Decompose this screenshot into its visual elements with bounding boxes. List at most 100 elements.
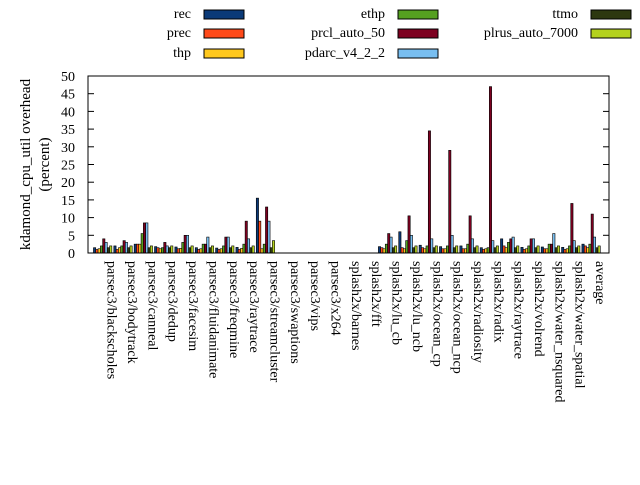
bar-prcl_auto_50-splash2x-raytrace xyxy=(509,238,513,254)
bar-rec-parsec3-streamcluster xyxy=(255,197,259,254)
bar-thp-parsec3-streamcluster xyxy=(260,248,264,254)
y-tick-label: 20 xyxy=(61,176,75,191)
bar-ttmo-splash2x-water-spatial xyxy=(575,247,578,254)
bar-prec-parsec3-raytrace xyxy=(237,249,241,254)
x-tick-label: parsec3/vips xyxy=(307,261,322,331)
bar-prcl_auto_50-splash2x-water-spatial xyxy=(570,203,574,254)
bar-plrus_auto_7000-splash2x-volrend xyxy=(536,245,540,254)
x-tick-label: splash2x/ocean_ncp xyxy=(450,261,465,374)
y-axis-ticks xyxy=(88,75,609,254)
bar-ethp-parsec3-blackscholes xyxy=(100,245,103,254)
x-tick-label: parsec3/facesim xyxy=(185,261,200,351)
x-tick-label: splash2x/fft xyxy=(368,261,383,327)
bar-pdarc_v4_2_2-splash2x-ocean-cp xyxy=(430,238,434,254)
legend-swatch-pdarc_v4_2_2 xyxy=(397,48,439,59)
bar-plrus_auto_7000-splash2x-radix xyxy=(495,245,499,254)
bar-rec-splash2x-raytrace xyxy=(500,238,504,254)
bar-ethp-splash2x-radiosity xyxy=(466,243,470,254)
bar-prcl_auto_50-parsec3-dedup xyxy=(163,242,167,254)
y-tick-label: 45 xyxy=(61,88,75,103)
bar-ttmo-parsec3-bodytrack xyxy=(127,247,131,254)
x-tick-label: splash2x/volrend xyxy=(531,261,546,357)
bar-pdarc_v4_2_2-parsec3-raytrace xyxy=(247,238,251,254)
bar-prcl_auto_50-parsec3-facesim xyxy=(183,235,187,254)
bar-rec-splash2x-water-spatial xyxy=(561,247,565,254)
x-tick-label: splash2x/lu_cb xyxy=(389,261,404,345)
bar-prcl_auto_50-parsec3-canneal xyxy=(143,222,146,254)
bar-thp-parsec3-blackscholes xyxy=(97,248,101,254)
y-tick-label: 35 xyxy=(61,123,75,138)
bar-pdarc_v4_2_2-splash2x-raytrace xyxy=(511,236,515,254)
bar-ttmo-splash2x-lu-cb xyxy=(391,247,395,254)
bar-ethp-splash2x-ocean-ncp xyxy=(446,245,449,254)
bar-rec-splash2x-water-nsquared xyxy=(540,246,544,254)
y-tick-label: 5 xyxy=(68,229,75,244)
bar-pdarc_v4_2_2-parsec3-fluidanimate xyxy=(206,236,210,254)
legend-swatch-ethp xyxy=(397,9,439,20)
legend-label-prec: prec xyxy=(167,26,191,41)
bar-thp-splash2x-water-spatial xyxy=(565,248,569,254)
bar-ttmo-parsec3-freqmine xyxy=(229,247,232,254)
bar-pdarc_v4_2_2-parsec3-canneal xyxy=(145,222,149,254)
bar-prec-splash2x-lu-cb xyxy=(380,247,384,254)
bar-thp-average xyxy=(586,247,590,254)
bar-ttmo-splash2x-volrend xyxy=(534,247,538,254)
bar-plrus_auto_7000-average xyxy=(597,245,601,254)
bar-ttmo-splash2x-radiosity xyxy=(473,247,477,254)
bar-prcl_auto_50-splash2x-radix xyxy=(489,86,492,254)
x-tick-label: parsec3/streamcluster xyxy=(266,261,281,383)
bar-prec-parsec3-canneal xyxy=(136,243,140,254)
legend-swatch-thp xyxy=(203,48,245,59)
bar-ttmo-parsec3-raytrace xyxy=(249,247,253,254)
y-tick-label: 40 xyxy=(61,105,75,120)
bar-prec-parsec3-freqmine xyxy=(217,249,221,254)
bar-plrus_auto_7000-parsec3-blackscholes xyxy=(109,245,113,254)
bar-ethp-splash2x-lu-cb xyxy=(384,243,388,254)
bar-ethp-splash2x-raytrace xyxy=(507,242,510,254)
bar-prcl_auto_50-splash2x-water-nsquared xyxy=(550,243,553,254)
legend-swatch-prcl_auto_50 xyxy=(397,28,439,39)
legend-label-pdarc_v4_2_2: pdarc_v4_2_2 xyxy=(305,46,385,61)
bar-ethp-splash2x-water-nsquared xyxy=(547,243,551,254)
bar-ethp-parsec3-canneal xyxy=(140,233,144,254)
bar-prcl_auto_50-splash2x-lu-cb xyxy=(387,233,391,254)
bar-rec-parsec3-facesim xyxy=(174,246,178,254)
bar-ttmo-splash2x-lu-ncb xyxy=(412,247,416,254)
bar-plrus_auto_7000-splash2x-ocean-ncp xyxy=(455,245,459,254)
x-tick-label: splash2x/water_spatial xyxy=(572,261,587,389)
bar-pdarc_v4_2_2-splash2x-lu-ncb xyxy=(409,235,413,254)
legend-label-ttmo: ttmo xyxy=(552,7,578,22)
bar-thp-splash2x-water-nsquared xyxy=(545,248,549,254)
x-tick-label: splash2x/raytrace xyxy=(511,261,526,359)
bar-rec-parsec3-fluidanimate xyxy=(194,247,198,254)
bar-plrus_auto_7000-splash2x-raytrace xyxy=(516,245,520,254)
bar-ttmo-splash2x-ocean-cp xyxy=(432,247,436,254)
legend-swatch-ttmo xyxy=(590,9,632,20)
bar-plrus_auto_7000-parsec3-dedup xyxy=(170,245,174,254)
bar-prcl_auto_50-average xyxy=(590,213,594,254)
bar-thp-parsec3-facesim xyxy=(179,248,183,254)
y-tick-label: 25 xyxy=(61,159,75,174)
x-tick-label: parsec3/canneal xyxy=(144,261,159,350)
bar-plrus_auto_7000-splash2x-ocean-cp xyxy=(434,245,438,254)
bar-plrus_auto_7000-splash2x-water-spatial xyxy=(577,245,581,254)
bar-ttmo-parsec3-blackscholes xyxy=(106,247,110,254)
bar-ttmo-parsec3-fluidanimate xyxy=(208,247,212,254)
y-tick-label: 50 xyxy=(61,70,75,85)
bar-prcl_auto_50-splash2x-ocean-cp xyxy=(427,130,431,254)
x-tick-label: parsec3/swaptions xyxy=(287,261,302,364)
x-tick-label: splash2x/radiosity xyxy=(470,261,485,363)
bar-plrus_auto_7000-splash2x-lu-ncb xyxy=(414,245,418,254)
bar-pdarc_v4_2_2-parsec3-facesim xyxy=(186,235,189,254)
bar-thp-parsec3-raytrace xyxy=(240,248,244,254)
bar-pdarc_v4_2_2-average xyxy=(593,236,596,254)
bar-pdarc_v4_2_2-splash2x-radiosity xyxy=(470,238,474,254)
bar-prec-parsec3-blackscholes xyxy=(95,249,99,254)
bar-ttmo-splash2x-water-nsquared xyxy=(554,247,558,254)
legend: rec prec thp ethp prcl_auto_50 pdarc_v4_2_2 tt… xyxy=(167,7,632,61)
bar-prcl_auto_50-parsec3-streamcluster xyxy=(265,206,269,254)
bar-ethp-parsec3-raytrace xyxy=(242,243,246,254)
x-tick-label: splash2x/ocean_cp xyxy=(429,261,444,367)
bar-ttmo-splash2x-raytrace xyxy=(513,247,517,254)
bar-pdarc_v4_2_2-parsec3-blackscholes xyxy=(104,242,108,254)
